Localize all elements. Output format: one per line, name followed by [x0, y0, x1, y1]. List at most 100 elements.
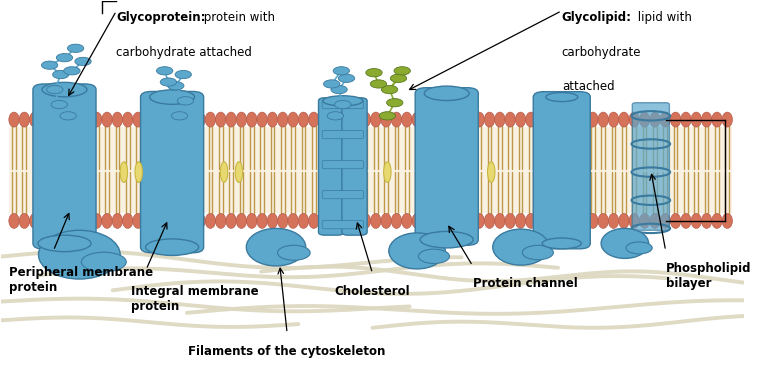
Circle shape [370, 80, 386, 88]
Ellipse shape [619, 112, 629, 127]
Ellipse shape [546, 214, 557, 228]
Ellipse shape [495, 112, 505, 127]
Ellipse shape [143, 214, 154, 228]
Ellipse shape [422, 112, 432, 127]
Ellipse shape [81, 112, 91, 127]
Circle shape [56, 54, 73, 62]
FancyBboxPatch shape [323, 161, 363, 169]
Ellipse shape [536, 112, 546, 127]
Ellipse shape [670, 112, 680, 127]
Ellipse shape [660, 112, 670, 127]
Ellipse shape [567, 112, 578, 127]
Ellipse shape [578, 112, 588, 127]
Ellipse shape [120, 162, 127, 183]
FancyBboxPatch shape [323, 220, 363, 229]
Ellipse shape [691, 214, 701, 228]
Circle shape [331, 85, 347, 94]
Ellipse shape [588, 214, 598, 228]
Ellipse shape [601, 228, 649, 259]
Ellipse shape [102, 214, 112, 228]
Ellipse shape [29, 214, 40, 228]
Ellipse shape [298, 112, 309, 127]
Ellipse shape [567, 214, 578, 228]
Ellipse shape [598, 112, 608, 127]
Ellipse shape [226, 112, 237, 127]
Ellipse shape [391, 214, 402, 228]
FancyBboxPatch shape [319, 98, 344, 235]
Ellipse shape [419, 249, 449, 263]
Ellipse shape [493, 229, 549, 265]
Ellipse shape [247, 228, 306, 266]
Ellipse shape [505, 214, 515, 228]
Ellipse shape [546, 93, 578, 102]
Ellipse shape [298, 214, 309, 228]
FancyBboxPatch shape [323, 130, 363, 139]
Text: Integral membrane
protein: Integral membrane protein [131, 285, 259, 313]
Circle shape [74, 57, 91, 65]
Ellipse shape [81, 252, 126, 272]
Ellipse shape [360, 214, 371, 228]
Ellipse shape [464, 214, 474, 228]
Text: attached: attached [561, 80, 614, 93]
Ellipse shape [339, 112, 350, 127]
Ellipse shape [712, 112, 722, 127]
Circle shape [339, 74, 355, 82]
Ellipse shape [319, 214, 329, 228]
Ellipse shape [112, 214, 123, 228]
Ellipse shape [350, 112, 360, 127]
Ellipse shape [474, 214, 485, 228]
Ellipse shape [712, 214, 722, 228]
Circle shape [167, 82, 184, 90]
Circle shape [52, 70, 69, 79]
Ellipse shape [505, 112, 515, 127]
Ellipse shape [443, 214, 453, 228]
Circle shape [175, 70, 191, 79]
Ellipse shape [237, 112, 247, 127]
Circle shape [177, 97, 194, 105]
Circle shape [171, 112, 187, 120]
Ellipse shape [701, 214, 712, 228]
FancyBboxPatch shape [415, 88, 478, 245]
Ellipse shape [81, 214, 91, 228]
Ellipse shape [50, 214, 61, 228]
Ellipse shape [391, 112, 402, 127]
Ellipse shape [19, 214, 29, 228]
Ellipse shape [402, 112, 412, 127]
Ellipse shape [371, 214, 381, 228]
Circle shape [394, 67, 410, 75]
Text: Filaments of the cytoskeleton: Filaments of the cytoskeleton [188, 345, 386, 358]
Ellipse shape [288, 112, 298, 127]
Ellipse shape [40, 214, 50, 228]
Circle shape [335, 101, 351, 109]
Ellipse shape [329, 112, 339, 127]
Circle shape [60, 112, 76, 120]
Text: Glycolipid:: Glycolipid: [561, 11, 632, 24]
Circle shape [68, 44, 84, 53]
Text: Protein channel: Protein channel [472, 277, 578, 290]
Ellipse shape [235, 162, 243, 183]
Ellipse shape [267, 112, 278, 127]
Circle shape [327, 112, 343, 120]
Ellipse shape [453, 214, 464, 228]
Ellipse shape [722, 214, 733, 228]
Ellipse shape [515, 112, 526, 127]
FancyBboxPatch shape [33, 84, 96, 249]
Ellipse shape [154, 112, 164, 127]
Ellipse shape [277, 214, 288, 228]
Ellipse shape [123, 112, 133, 127]
Ellipse shape [277, 245, 310, 260]
Ellipse shape [432, 214, 443, 228]
Ellipse shape [360, 112, 371, 127]
Ellipse shape [701, 112, 712, 127]
Circle shape [366, 68, 382, 77]
Ellipse shape [464, 112, 474, 127]
Ellipse shape [220, 162, 228, 183]
Ellipse shape [443, 112, 453, 127]
Circle shape [47, 85, 63, 94]
Ellipse shape [557, 214, 567, 228]
Ellipse shape [277, 112, 288, 127]
Ellipse shape [205, 214, 216, 228]
Ellipse shape [216, 112, 226, 127]
Ellipse shape [608, 112, 619, 127]
Circle shape [333, 67, 349, 75]
